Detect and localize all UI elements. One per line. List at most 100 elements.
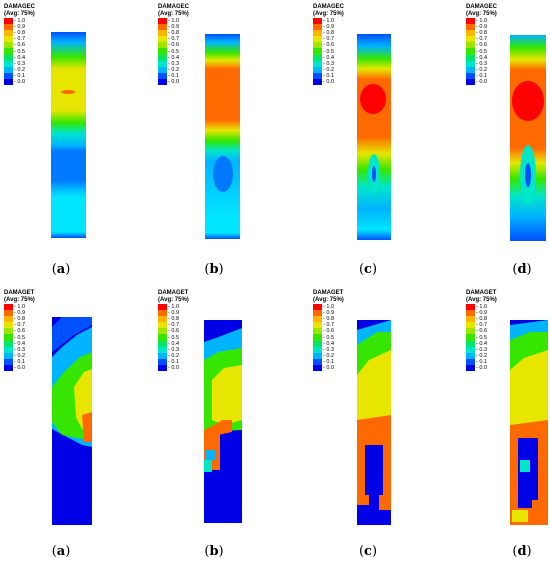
legend-value: - 0.2	[14, 352, 26, 359]
legend-entry: - 0.2	[466, 352, 526, 359]
legend-value: - 1.0	[476, 304, 488, 311]
legend-entry: - 0.7	[4, 322, 64, 329]
damage-contour-column	[510, 320, 548, 525]
legend-title: DAMAGEC	[158, 4, 189, 10]
legend-swatch	[4, 42, 13, 49]
legend-value: - 0.0	[168, 78, 180, 85]
legend-swatch	[313, 328, 322, 335]
legend-value: - 0.8	[168, 316, 180, 323]
legend-swatch	[313, 304, 322, 311]
legend-scale: - 1.0- 0.9- 0.8- 0.7- 0.6- 0.5- 0.4- 0.3…	[466, 18, 526, 86]
legend-entry: - 0.7	[313, 322, 373, 329]
legend-swatch	[313, 78, 322, 86]
legend-entry: - 0.3	[313, 60, 373, 67]
legend-subtitle: (Avg: 75%)	[466, 11, 497, 17]
legend-entry: - 1.0	[158, 18, 218, 25]
legend-value: - 1.0	[168, 18, 180, 25]
legend-title: DAMAGET	[313, 290, 344, 296]
legend-swatch	[158, 352, 167, 359]
legend-swatch	[313, 60, 322, 67]
legend-entry: - 0.8	[466, 30, 526, 37]
legend-value: - 0.5	[14, 334, 26, 341]
legend-entry: - 0.7	[466, 322, 526, 329]
legend-entry: - 1.0	[4, 18, 64, 25]
damaget-panel-b: DAMAGET (Avg: 75%) - 1.0- 0.9- 0.8- 0.7-…	[158, 290, 288, 570]
panel-caption: (a)	[51, 262, 71, 277]
legend-value: - 0.7	[168, 36, 180, 43]
legend-entry: - 0.6	[313, 42, 373, 49]
legend-entry: - 0.6	[158, 328, 218, 335]
damage-contour-column	[204, 320, 242, 523]
damage-legend: DAMAGEC (Avg: 75%) - 1.0- 0.9- 0.8- 0.7-…	[4, 4, 64, 86]
legend-entry: - 0.5	[4, 334, 64, 341]
legend-swatch	[4, 36, 13, 43]
legend-value: - 0.8	[14, 316, 26, 323]
legend-title: DAMAGEC	[466, 4, 497, 10]
legend-subtitle: (Avg: 75%)	[158, 297, 189, 303]
legend-value: - 0.5	[168, 48, 180, 55]
legend-entry: - 0.2	[4, 66, 64, 73]
legend-swatch	[158, 322, 167, 329]
legend-entry: - 0.0	[158, 364, 218, 372]
legend-entry: - 0.6	[4, 42, 64, 49]
legend-entry: - 0.1	[158, 358, 218, 365]
legend-entry: - 0.4	[4, 340, 64, 347]
legend-value: - 0.3	[14, 60, 26, 67]
legend-swatch	[4, 30, 13, 37]
legend-value: - 0.2	[476, 66, 488, 73]
legend-swatch	[158, 36, 167, 43]
legend-value: - 0.2	[323, 352, 335, 359]
legend-entry: - 0.6	[466, 328, 526, 335]
legend-swatch	[313, 340, 322, 347]
panel-caption: (c)	[358, 544, 378, 559]
legend-swatch	[313, 346, 322, 353]
legend-swatch	[158, 66, 167, 73]
legend-swatch	[158, 340, 167, 347]
legend-entry: - 0.9	[158, 24, 218, 31]
legend-value: - 0.8	[323, 30, 335, 37]
panel-caption: (b)	[204, 544, 224, 559]
legend-entry: - 0.4	[466, 340, 526, 347]
legend-entry: - 0.3	[158, 60, 218, 67]
legend-swatch	[4, 340, 13, 347]
legend-value: - 0.4	[14, 340, 26, 347]
legend-entry: - 1.0	[313, 304, 373, 311]
legend-entry: - 0.3	[466, 60, 526, 67]
legend-value: - 0.5	[476, 334, 488, 341]
legend-value: - 0.0	[323, 78, 335, 85]
legend-entry: - 0.7	[158, 322, 218, 329]
legend-swatch	[4, 316, 13, 323]
legend-swatch	[158, 304, 167, 311]
legend-value: - 0.0	[168, 364, 180, 371]
legend-entry: - 0.8	[158, 316, 218, 323]
legend-swatch	[158, 42, 167, 49]
legend-swatch	[313, 352, 322, 359]
legend-entry: - 0.4	[158, 340, 218, 347]
legend-swatch	[4, 310, 13, 317]
legend-swatch	[4, 48, 13, 55]
legend-swatch	[4, 352, 13, 359]
legend-value: - 0.3	[168, 60, 180, 67]
damagec-panel-a: DAMAGEC (Avg: 75%) - 1.0- 0.9- 0.8- 0.7-…	[4, 4, 134, 284]
legend-swatch	[158, 316, 167, 323]
legend-swatch	[466, 304, 475, 311]
legend-value: - 0.9	[14, 310, 26, 317]
legend-entry: - 1.0	[4, 304, 64, 311]
legend-entry: - 0.2	[158, 352, 218, 359]
legend-value: - 0.4	[168, 54, 180, 61]
legend-value: - 0.2	[14, 66, 26, 73]
legend-subtitle: (Avg: 75%)	[158, 11, 189, 17]
damaget-panel-a: DAMAGET (Avg: 75%) - 1.0- 0.9- 0.8- 0.7-…	[4, 290, 134, 570]
legend-value: - 0.2	[168, 66, 180, 73]
damagec-panel-c: DAMAGEC (Avg: 75%) - 1.0- 0.9- 0.8- 0.7-…	[313, 4, 443, 284]
legend-entry: - 0.0	[313, 364, 373, 372]
legend-swatch	[466, 48, 475, 55]
legend-swatch	[466, 310, 475, 317]
legend-swatch	[4, 72, 13, 79]
legend-value: - 0.6	[168, 328, 180, 335]
legend-entry: - 1.0	[466, 18, 526, 25]
legend-swatch	[158, 18, 167, 25]
legend-value: - 0.3	[476, 346, 488, 353]
legend-swatch	[158, 72, 167, 79]
legend-swatch	[4, 358, 13, 365]
